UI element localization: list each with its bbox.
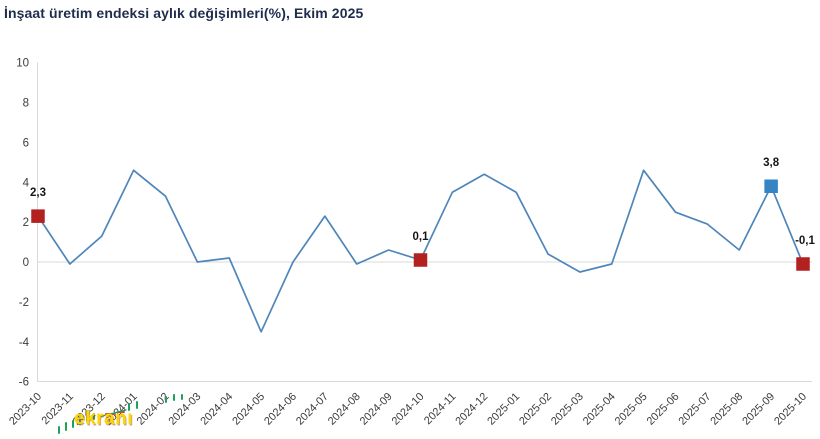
x-tick-label: 2025-06 [645,391,682,428]
x-tick-label: 2023-11 [40,391,76,427]
data-point-label: 3,8 [763,157,780,169]
x-tick-label: 2025-04 [581,391,618,428]
x-tick-label: 2024-10 [390,391,427,428]
data-line [37,169,804,333]
x-tick-label: 2024-05 [230,391,267,428]
x-tick-label: 2024-12 [453,391,490,428]
x-tick-label: 2025-02 [517,391,554,428]
x-tick-label: 2024-08 [326,391,363,428]
x-tick-label: 2024-03 [166,391,203,428]
x-tick-label: 2023-12 [71,391,108,428]
x-tick-label: 2025-08 [708,391,745,428]
data-point-label: -0,1 [795,235,815,247]
x-tick-label: 2025-09 [740,391,777,428]
x-tick-label: 2024-07 [294,391,331,428]
x-tick-label: 2025-10 [772,391,809,428]
x-tick-label: 2024-06 [262,391,299,428]
y-tick-label: 4 [23,177,30,189]
data-point-label: 0,1 [413,231,430,243]
x-tick-label: 2024-01 [103,391,140,428]
y-tick-label: -4 [19,337,30,349]
chart-title: İnşaat üretim endeksi aylık değişimleri(… [4,5,364,21]
x-tick-label: 2024-09 [358,391,395,428]
y-tick-label: 2 [23,217,29,229]
y-tick-label: 10 [16,58,29,70]
x-tick-label: 2025-05 [613,391,650,428]
y-tick-label: 6 [23,137,29,149]
x-tick-label: 2025-03 [549,391,586,428]
data-point-marker [764,179,778,193]
data-point-marker [413,253,428,267]
y-tick-label: -6 [19,377,29,389]
x-tick-label: 2024-11 [422,391,458,427]
x-tick-label: 2024-02 [135,391,172,428]
y-tick-label: 8 [23,98,29,110]
x-tick-label: 2025-01 [485,391,522,428]
y-tick-label: -2 [19,297,29,309]
data-point-marker [796,257,810,271]
data-point-label: 2,3 [30,187,46,199]
data-point-marker [31,209,45,223]
x-tick-label: 2025-07 [676,391,713,428]
x-tick-label: 2024-04 [198,391,235,428]
y-tick-label: 0 [23,257,29,269]
x-tick-label: 2023-10 [7,391,44,428]
